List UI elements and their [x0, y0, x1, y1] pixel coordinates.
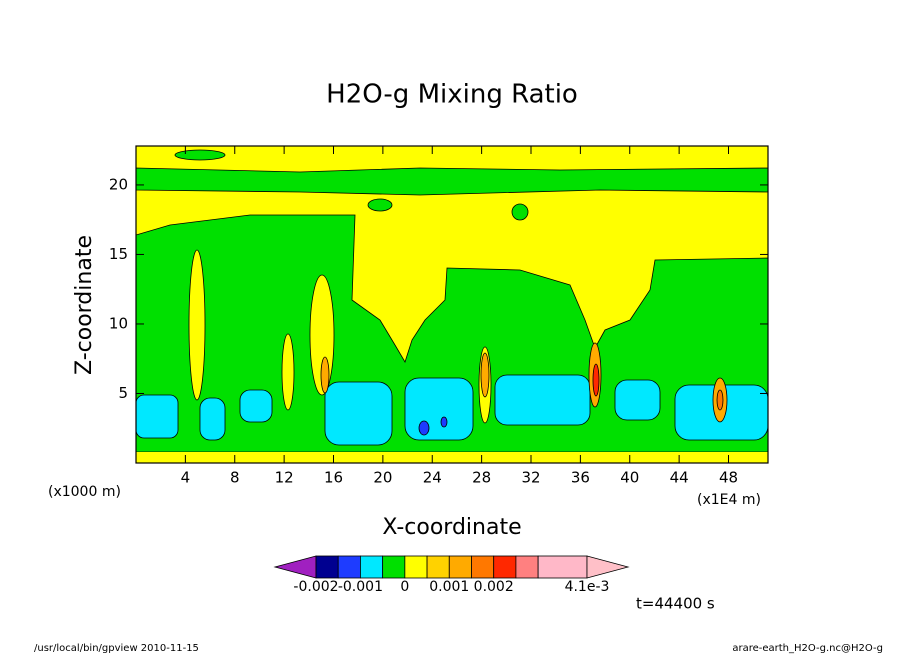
colorbar-tick-label: 0 — [400, 579, 409, 595]
x-tick-label: 24 — [423, 469, 442, 487]
colorbar-box — [315, 555, 339, 579]
colorbar-box — [471, 555, 495, 579]
x-tick-label: 48 — [719, 469, 738, 487]
colorbar-tick-label: 0.001 — [429, 579, 469, 595]
colorbar-under — [273, 555, 317, 579]
cyan-region — [239, 389, 273, 423]
colorbar-tick-label: 4.1e-3 — [565, 579, 610, 595]
y-axis-label: Z-coordinate — [72, 235, 97, 375]
x-tick-label: 28 — [472, 469, 491, 487]
colorbar-tick-label: -0.001 — [338, 579, 383, 595]
cyan-region — [404, 377, 474, 441]
colorbar-tick-label: 0.002 — [474, 579, 514, 595]
x-tick-label: 8 — [230, 469, 240, 487]
x-tick-label: 44 — [670, 469, 689, 487]
field-bottom — [136, 452, 768, 463]
colorbar-box — [337, 555, 361, 579]
colorbar-tick-label: -0.002 — [293, 579, 338, 595]
cyan-region — [614, 379, 661, 421]
time-label: t=44400 s — [636, 595, 715, 613]
orange-spot — [320, 356, 330, 394]
cyan-region — [324, 381, 393, 446]
x-tick-label: 40 — [620, 469, 639, 487]
footer-right: arare-earth_H2O-g.nc@H2O-g — [732, 643, 883, 654]
orange-spot — [480, 352, 490, 398]
colorbar-box — [493, 555, 517, 579]
y-tick-label: 15 — [109, 245, 128, 263]
yellow-streak — [188, 249, 206, 401]
chart-title: H2O-g Mixing Ratio — [326, 80, 578, 110]
y-tick-label: 10 — [109, 314, 128, 332]
y-tick-label: 5 — [118, 384, 128, 402]
x-axis-label: X-coordinate — [382, 515, 521, 540]
x-tick-label: 16 — [324, 469, 343, 487]
colorbar-box — [360, 555, 384, 579]
orange-spot — [716, 389, 724, 411]
colorbar-over — [586, 555, 630, 579]
cyan-region — [199, 397, 226, 441]
colorbar-box — [448, 555, 472, 579]
footer-left: /usr/local/bin/gpview 2010-11-15 — [34, 643, 199, 654]
contour-field — [136, 146, 768, 463]
y-tick-label: 20 — [109, 175, 128, 193]
x-tick-label: 32 — [521, 469, 540, 487]
green-blob — [174, 149, 226, 161]
green-band — [136, 167, 768, 196]
colorbar-box — [426, 555, 450, 579]
x-tick-label: 36 — [571, 469, 590, 487]
x-scale-label: (x1E4 m) — [697, 492, 761, 508]
blue-spot — [418, 420, 430, 436]
x-tick-label: 4 — [181, 469, 191, 487]
colorbar-box — [382, 555, 406, 579]
green-region — [136, 214, 768, 453]
green-blob — [367, 198, 393, 212]
colorbar-box — [515, 555, 539, 579]
colorbar-box — [537, 555, 588, 579]
plot-frame — [135, 145, 769, 464]
red-spot — [592, 363, 600, 397]
x-tick-label: 20 — [373, 469, 392, 487]
x-tick-label: 12 — [275, 469, 294, 487]
blue-spot — [440, 416, 448, 428]
cyan-region — [494, 374, 591, 426]
x-unit-label: (x1000 m) — [48, 484, 121, 500]
colorbar-box — [404, 555, 428, 579]
green-blob — [511, 203, 529, 221]
yellow-streak — [281, 333, 295, 411]
cyan-region — [136, 394, 179, 439]
